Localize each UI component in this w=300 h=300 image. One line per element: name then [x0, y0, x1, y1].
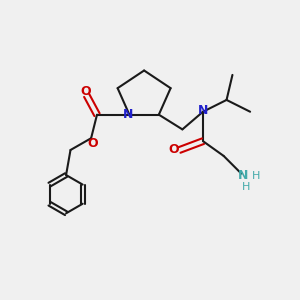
Text: H: H	[252, 172, 260, 182]
Text: O: O	[87, 137, 98, 150]
Text: N: N	[123, 108, 133, 121]
Text: H: H	[242, 182, 250, 192]
Text: N: N	[198, 104, 208, 117]
Text: O: O	[169, 143, 179, 157]
Text: N: N	[238, 169, 248, 182]
Text: O: O	[80, 85, 91, 98]
